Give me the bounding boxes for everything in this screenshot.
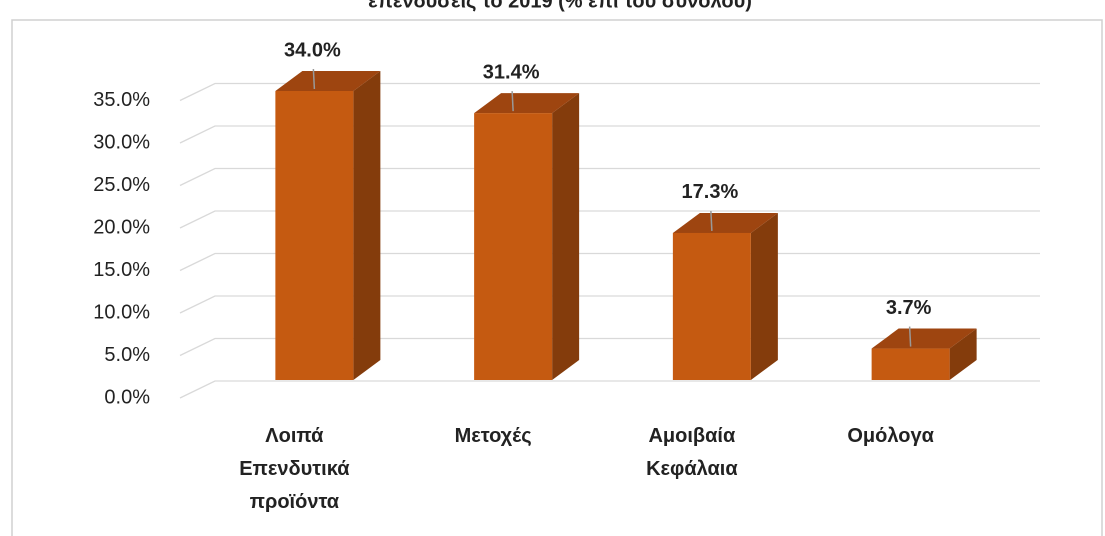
x-tick-label: Λοιπά Επενδυτικά προϊόντα [239,425,350,513]
x-tick-line: Επενδυτικά [239,458,350,480]
bar-side [353,71,381,380]
bar-top [871,328,977,349]
y-tick-label: 0.0% [104,386,150,408]
bar-side [750,212,778,380]
bar-side [552,93,580,380]
y-tick-label: 15.0% [93,259,150,281]
data-label: 31.4% [483,61,540,83]
leader-line [710,210,713,231]
y-tick-label: 35.0% [93,89,150,111]
bar [275,91,354,380]
bar [871,348,950,380]
leader-line [908,326,912,347]
grid-line [179,380,1040,399]
y-tick-label: 30.0% [93,131,150,153]
y-tick-label: 5.0% [104,344,150,366]
data-label: 34.0% [284,39,341,61]
x-tick-line: Κεφάλαια [646,458,738,480]
x-tick-line: Μετοχές [455,425,532,447]
x-tick-label: Μετοχές [455,425,532,447]
bar-top [474,93,580,114]
y-tick-label: 20.0% [93,216,150,238]
grid-line [179,125,1040,144]
bar-side [949,328,977,380]
bar-top [275,71,381,91]
chart-frame [11,19,1103,536]
x-tick-line: Αμοιβαία [648,425,736,447]
grid-line [179,210,1040,229]
grid-line [179,167,1040,187]
leader-line [312,68,316,90]
x-tick-line: Ομόλογα [847,425,934,447]
y-tick-label: 25.0% [93,174,150,196]
data-label: 17.3% [682,181,739,203]
data-label: 3.7% [886,297,932,319]
bar-top [672,212,778,233]
chart-title: επενδύσεις το 2019 (% επί του συνόλου) [368,0,752,12]
y-tick-label: 10.0% [93,301,150,323]
grid-line [179,82,1040,102]
bar [474,113,553,380]
x-tick-label: Ομόλογα [847,425,934,447]
x-tick-label: Αμοιβαία Κεφάλαια [646,425,738,480]
x-tick-line: Λοιπά [265,425,324,447]
x-tick-line: προϊόντα [250,491,340,513]
bar [672,232,751,380]
leader-line [511,91,514,112]
